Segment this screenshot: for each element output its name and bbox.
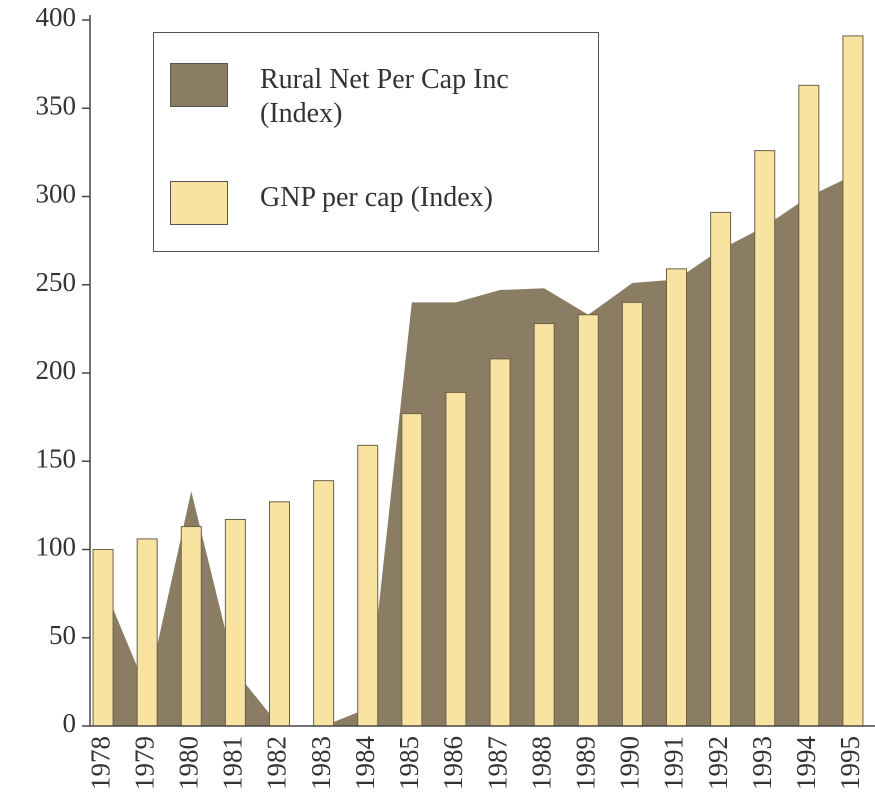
bar (445, 391, 467, 727)
bar (180, 526, 202, 727)
y-tick-label: 50 (49, 620, 76, 650)
x-tick-label: 1988 (526, 736, 556, 790)
legend-entry: Rural Net Per Cap Inc (Index) (170, 63, 590, 131)
y-tick-label: 200 (36, 355, 77, 385)
x-tick-label: 1982 (262, 736, 292, 790)
legend-label: GNP per cap (Index) (260, 182, 493, 213)
x-tick-label: 1992 (703, 736, 733, 790)
y-tick-label: 250 (36, 267, 77, 297)
y-tick-label: 300 (36, 179, 77, 209)
legend-swatch (170, 63, 228, 107)
x-tick-label: 1990 (615, 736, 645, 790)
y-tick-label: 0 (63, 708, 77, 738)
bar (798, 84, 820, 727)
bar (489, 358, 511, 727)
bar (754, 150, 776, 727)
bar (136, 538, 158, 727)
bar (224, 518, 246, 727)
legend-entry: GNP per cap (Index) (170, 181, 590, 225)
bar (666, 268, 687, 727)
x-tick-label: 1984 (350, 736, 380, 791)
x-tick-label: 1979 (129, 736, 159, 790)
x-tick-label: 1989 (570, 736, 600, 790)
bar (533, 323, 555, 727)
x-tick-label: 1987 (482, 736, 512, 790)
legend-label: Rural Net Per Cap Inc (Index) (260, 64, 509, 129)
bar (710, 211, 732, 727)
bar (357, 444, 379, 727)
y-tick-label: 100 (36, 532, 77, 562)
x-tick-label: 1991 (659, 736, 689, 790)
x-tick-label: 1993 (747, 736, 777, 790)
y-tick-label: 400 (36, 2, 77, 32)
x-tick-label: 1981 (218, 736, 248, 790)
bar (401, 413, 423, 727)
bar (621, 301, 643, 727)
area (103, 175, 853, 726)
y-tick-label: 150 (36, 443, 77, 473)
y-tick-label: 350 (36, 90, 77, 120)
bar (577, 314, 599, 727)
x-tick-label: 1994 (791, 736, 821, 791)
x-tick-label: 1986 (438, 736, 468, 790)
x-tick-label: 1983 (306, 736, 336, 790)
bar (92, 549, 114, 727)
x-tick-label: 1978 (85, 736, 115, 790)
legend: Rural Net Per Cap Inc (Index) GNP per ca… (153, 32, 599, 252)
bar (313, 480, 335, 727)
legend-swatch (170, 181, 228, 225)
bar (842, 35, 864, 727)
x-tick-label: 1985 (394, 736, 424, 790)
x-tick-label: 1980 (173, 736, 203, 790)
bar (269, 501, 290, 727)
x-tick-label: 1995 (835, 736, 865, 790)
